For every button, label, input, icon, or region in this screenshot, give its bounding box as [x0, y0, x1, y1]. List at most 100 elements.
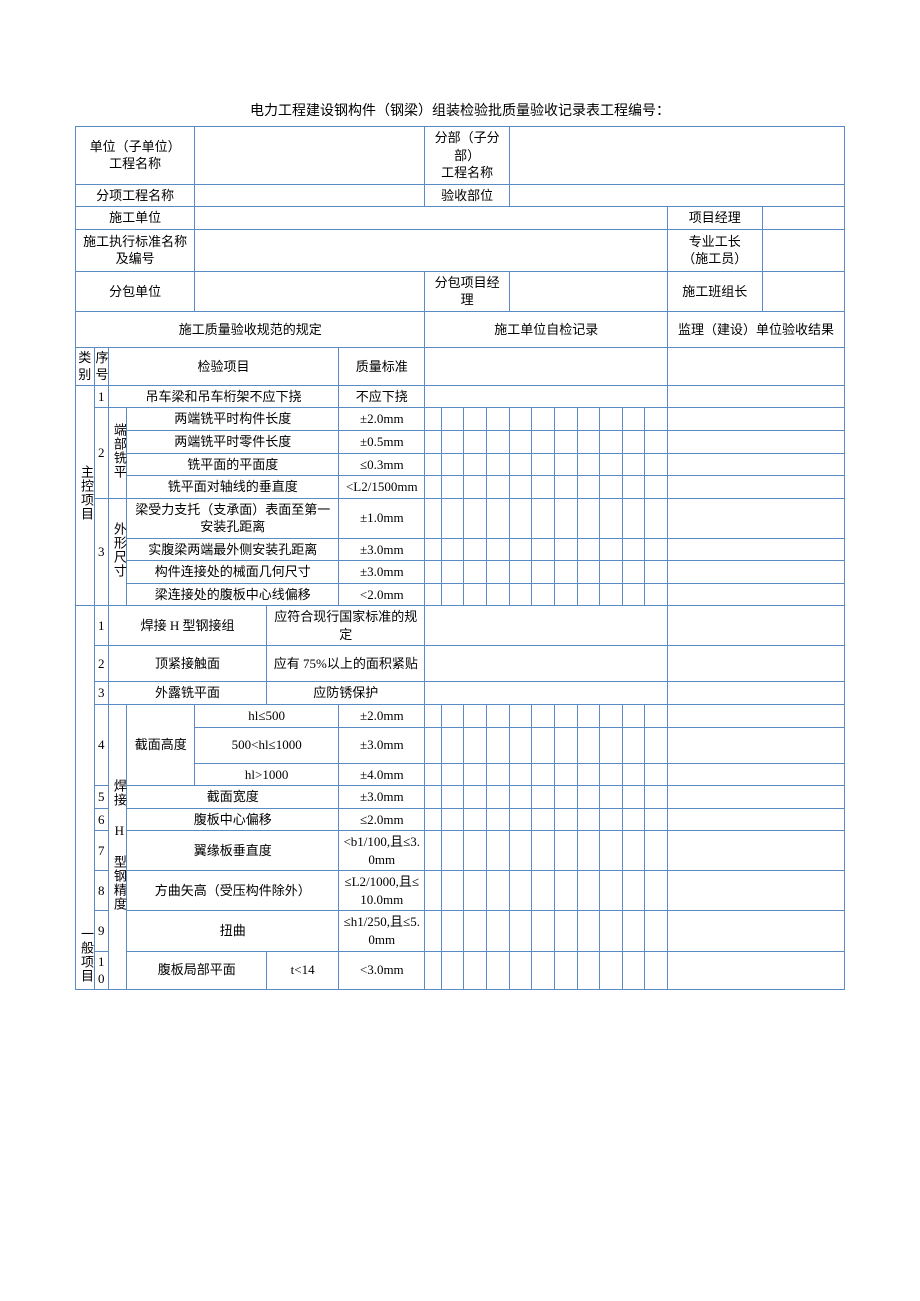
m — [577, 831, 600, 871]
m — [600, 431, 623, 454]
main-row-3a: 3 外形尺寸 梁受力支托（支承面）表面至第一安装孔距离 ±1.0mm — [76, 498, 845, 538]
accept-part-label: 验收部位 — [425, 184, 509, 207]
m — [532, 583, 555, 606]
std: ≤h1/250,且≤5.0mm — [339, 911, 425, 951]
m — [600, 498, 623, 538]
std: 应防锈保护 — [267, 682, 425, 705]
m — [532, 911, 555, 951]
m — [487, 408, 510, 431]
m — [622, 408, 645, 431]
main-row-2c: 铣平面的平面度 ≤0.3mm — [76, 453, 845, 476]
m — [532, 831, 555, 871]
m — [509, 408, 532, 431]
m — [577, 431, 600, 454]
m — [577, 727, 600, 763]
result — [667, 808, 844, 831]
m — [532, 871, 555, 911]
m — [441, 561, 464, 584]
m — [622, 498, 645, 538]
item: 铣平面对轴线的垂直度 — [127, 476, 339, 499]
sub-pm-value — [509, 271, 667, 311]
unit-value — [195, 127, 425, 185]
m — [441, 763, 464, 786]
measure-block — [425, 606, 668, 646]
m — [645, 763, 668, 786]
seq: 1 — [94, 606, 108, 646]
m — [441, 583, 464, 606]
m — [464, 727, 487, 763]
std: ≤L2/1000,且≤10.0mm — [339, 871, 425, 911]
gen-row-1: 一般项目 1 焊接 H 型钢接组 应符合现行国家标准的规定 — [76, 606, 845, 646]
m — [509, 951, 532, 989]
m — [645, 561, 668, 584]
m — [532, 408, 555, 431]
std: ±2.0mm — [339, 408, 425, 431]
m — [441, 808, 464, 831]
m — [441, 911, 464, 951]
construction-unit-value — [195, 207, 668, 230]
m — [532, 453, 555, 476]
main-row-3d: 梁连接处的腹板中心线偏移 <2.0mm — [76, 583, 845, 606]
m — [645, 808, 668, 831]
m — [600, 705, 623, 728]
m — [622, 538, 645, 561]
m — [464, 538, 487, 561]
item: 顶紧接触面 — [108, 646, 266, 682]
measure-block — [425, 646, 668, 682]
m — [441, 871, 464, 911]
m — [425, 911, 441, 951]
item: 焊接 H 型钢接组 — [108, 606, 266, 646]
result — [667, 871, 844, 911]
seq: 4 — [94, 705, 108, 786]
seq: 5 — [94, 786, 108, 809]
doc-title: 电力工程建设钢构件（钢梁）组装检验批质量验收记录表工程编号： — [75, 100, 845, 120]
result — [667, 705, 844, 728]
m — [464, 583, 487, 606]
m — [622, 808, 645, 831]
m — [554, 453, 577, 476]
pm-value — [762, 207, 844, 230]
m — [425, 786, 441, 809]
m — [425, 763, 441, 786]
m — [464, 911, 487, 951]
item: 构件连接处的械面几何尺寸 — [127, 561, 339, 584]
team-leader-label: 施工班组长 — [667, 271, 762, 311]
m — [425, 538, 441, 561]
result — [667, 682, 844, 705]
m — [532, 808, 555, 831]
m — [509, 831, 532, 871]
m — [577, 476, 600, 499]
m — [487, 786, 510, 809]
m — [532, 498, 555, 538]
spec-label: 施工质量验收规范的规定 — [76, 311, 425, 347]
header-row-5: 分包单位 分包项目经理 施工班组长 — [76, 271, 845, 311]
m — [600, 453, 623, 476]
item: 腹板局部平面 — [127, 951, 267, 989]
m — [441, 727, 464, 763]
standard-label: 施工执行标准名称及编号 — [76, 229, 195, 271]
cond: hl≤500 — [195, 705, 339, 728]
m — [600, 561, 623, 584]
main-row-2d: 铣平面对轴线的垂直度 <L2/1500mm — [76, 476, 845, 499]
subitem-value — [195, 184, 425, 207]
seq: 7 — [94, 831, 108, 871]
header-row-3: 施工单位 项目经理 — [76, 207, 845, 230]
item: 梁受力支托（支承面）表面至第一安装孔距离 — [127, 498, 339, 538]
m — [645, 476, 668, 499]
construction-unit-label: 施工单位 — [76, 207, 195, 230]
m — [577, 453, 600, 476]
general-category: 一般项目 — [76, 606, 95, 989]
m — [554, 538, 577, 561]
m — [645, 727, 668, 763]
m — [487, 808, 510, 831]
m — [622, 431, 645, 454]
m — [600, 763, 623, 786]
result — [667, 431, 844, 454]
m — [554, 705, 577, 728]
group-label: 外形尺寸 — [108, 498, 127, 606]
m — [622, 561, 645, 584]
m — [464, 408, 487, 431]
m — [600, 951, 623, 989]
group-label: 端部铣平 — [108, 408, 127, 498]
m — [577, 705, 600, 728]
